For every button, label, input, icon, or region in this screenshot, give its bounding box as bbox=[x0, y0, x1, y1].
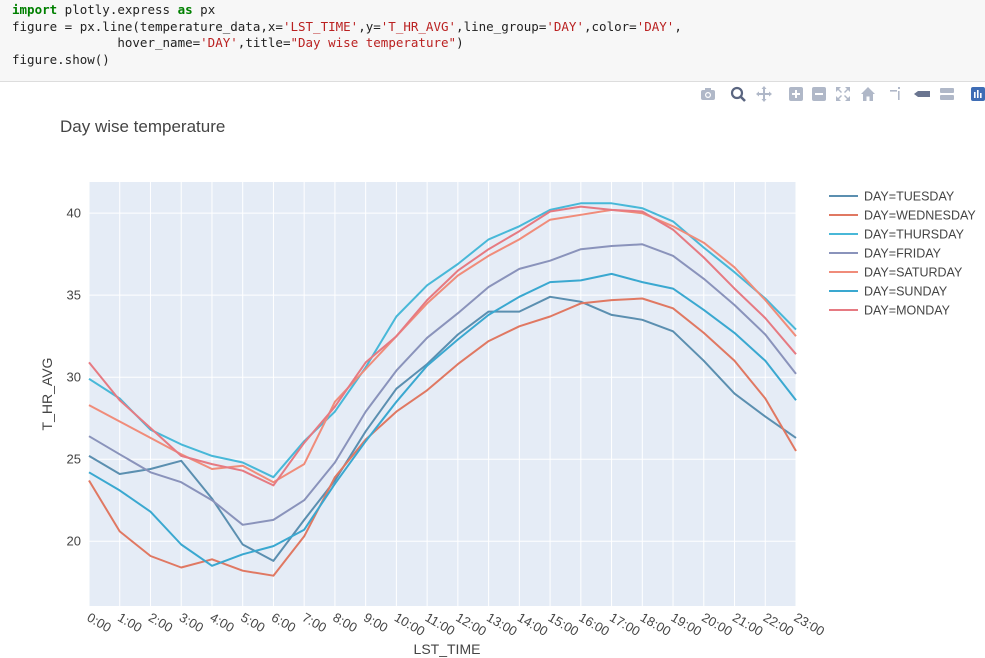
code-text: ) bbox=[456, 35, 464, 50]
x-tick-label: 1:00 bbox=[115, 610, 144, 636]
y-tick-labels: 20 25 30 35 40 bbox=[67, 206, 81, 549]
x-gridlines bbox=[88, 182, 797, 606]
legend-item[interactable]: DAY=WEDNESDAY bbox=[829, 209, 976, 223]
x-tick-label: 8:00 bbox=[330, 610, 359, 636]
code-text: , bbox=[674, 18, 682, 34]
legend-label: DAY=TUESDAY bbox=[864, 190, 955, 204]
legend-item[interactable]: DAY=SUNDAY bbox=[829, 285, 948, 299]
x-tick-label: 23:00 bbox=[792, 610, 828, 639]
code-string: 'DAY' bbox=[200, 35, 238, 50]
code-text: ,color= bbox=[584, 18, 637, 34]
legend: DAY=TUESDAY DAY=WEDNESDAY DAY=THURSDAY DAY=… bbox=[829, 190, 976, 318]
hover-closest-icon[interactable] bbox=[912, 84, 932, 104]
code-text: ,line_group= bbox=[456, 18, 547, 34]
code-line-3: hover_name='DAY',title="Day wise tempera… bbox=[12, 35, 985, 52]
code-text: hover_name= bbox=[12, 35, 201, 50]
plot-area[interactable] bbox=[89, 182, 796, 606]
x-tick-label: 17:00 bbox=[607, 610, 643, 639]
y-tick-label: 35 bbox=[67, 288, 81, 303]
code-text: figure.show() bbox=[12, 51, 110, 67]
chart-title: Day wise temperature bbox=[60, 117, 225, 136]
zoom-out-icon[interactable] bbox=[809, 84, 829, 104]
zoom-in-icon[interactable] bbox=[786, 84, 806, 104]
legend-label: DAY=WEDNESDAY bbox=[864, 209, 976, 223]
code-string: "Day wise temperature" bbox=[290, 35, 457, 50]
home-icon[interactable] bbox=[858, 84, 878, 104]
code-text: ,y= bbox=[358, 18, 381, 34]
zoom-icon[interactable] bbox=[728, 84, 748, 104]
x-tick-label: 12:00 bbox=[453, 610, 489, 639]
x-tick-label: 5:00 bbox=[238, 610, 267, 636]
plotly-logo-icon[interactable] bbox=[968, 84, 985, 104]
x-tick-label: 4:00 bbox=[207, 610, 236, 636]
series-line-saturday[interactable] bbox=[88, 208, 797, 484]
keyword-as: as bbox=[177, 2, 193, 17]
legend-label: DAY=SUNDAY bbox=[864, 285, 948, 299]
code-text: px bbox=[192, 2, 216, 17]
x-tick-label: 18:00 bbox=[638, 610, 674, 639]
legend-item[interactable]: DAY=FRIDAY bbox=[829, 247, 942, 261]
code-string: 'LST_TIME' bbox=[282, 18, 359, 34]
legend-item[interactable]: DAY=TUESDAY bbox=[829, 190, 955, 204]
code-string: 'T_HR_AVG' bbox=[380, 18, 457, 34]
pan-icon[interactable] bbox=[754, 84, 774, 104]
keyword-import: import bbox=[12, 2, 58, 17]
series-line-thursday[interactable] bbox=[88, 202, 797, 479]
x-tick-labels: 0:00 1:00 2:00 3:00 4:00 5:00 6:00 7:00 8:00 9:00… bbox=[85, 610, 828, 639]
y-tick-label: 40 bbox=[67, 206, 81, 221]
x-tick-label: 10:00 bbox=[392, 610, 428, 639]
code-string: 'DAY' bbox=[636, 18, 675, 34]
series-lines bbox=[88, 202, 797, 577]
x-tick-label: 16:00 bbox=[576, 610, 612, 639]
x-tick-label: 3:00 bbox=[177, 610, 206, 636]
legend-item[interactable]: DAY=THURSDAY bbox=[829, 228, 965, 242]
x-tick-label: 21:00 bbox=[730, 610, 766, 639]
code-line-1: import plotly.express as px bbox=[12, 2, 985, 19]
x-tick-label: 2:00 bbox=[146, 610, 175, 636]
legend-item[interactable]: DAY=MONDAY bbox=[829, 304, 951, 318]
x-tick-label: 15:00 bbox=[546, 610, 582, 639]
autoscale-icon[interactable] bbox=[833, 84, 853, 104]
legend-label: DAY=SATURDAY bbox=[864, 266, 963, 280]
y-tick-label: 20 bbox=[67, 534, 81, 549]
x-tick-label: 22:00 bbox=[761, 610, 797, 639]
x-tick-label: 13:00 bbox=[484, 610, 520, 639]
code-block[interactable]: import plotly.express as px figure = px.l… bbox=[0, 0, 985, 68]
legend-label: DAY=MONDAY bbox=[864, 304, 951, 318]
y-tick-label: 25 bbox=[67, 452, 81, 467]
code-text: ,title= bbox=[237, 35, 291, 50]
y-axis-title: T_HR_AVG bbox=[39, 358, 55, 431]
x-tick-label: 11:00 bbox=[423, 610, 458, 639]
code-text: figure = px.line(temperature_data,x= bbox=[12, 18, 283, 34]
line-chart: Day wise temperature 20 25 30 35 40 0:00 1:00… bbox=[39, 117, 976, 657]
plot-modebar bbox=[696, 84, 985, 106]
code-line-4: figure.show() bbox=[12, 52, 985, 69]
series-line-friday[interactable] bbox=[88, 243, 797, 526]
legend-label: DAY=FRIDAY bbox=[864, 247, 942, 261]
code-cell[interactable]: import plotly.express as px figure = px.l… bbox=[0, 0, 985, 82]
series-line-sunday[interactable] bbox=[88, 272, 797, 567]
camera-icon[interactable] bbox=[698, 84, 718, 104]
x-tick-label: 6:00 bbox=[269, 610, 298, 636]
y-tick-label: 30 bbox=[67, 370, 81, 385]
x-tick-label: 7:00 bbox=[300, 610, 329, 636]
code-string: 'DAY' bbox=[546, 18, 584, 34]
legend-item[interactable]: DAY=SATURDAY bbox=[829, 266, 963, 280]
spike-lines-icon[interactable] bbox=[886, 84, 906, 104]
hover-compare-icon[interactable] bbox=[936, 84, 956, 104]
x-tick-label: 19:00 bbox=[669, 610, 705, 639]
legend-label: DAY=THURSDAY bbox=[864, 228, 965, 242]
x-tick-label: 20:00 bbox=[699, 610, 735, 639]
code-text: plotly.express bbox=[57, 2, 178, 17]
code-line-2: figure = px.line(temperature_data,x='LST… bbox=[12, 19, 985, 36]
series-line-wednesday[interactable] bbox=[88, 297, 797, 577]
series-line-tuesday[interactable] bbox=[88, 295, 797, 562]
series-line-monday[interactable] bbox=[88, 205, 797, 487]
x-tick-label: 14:00 bbox=[515, 610, 551, 639]
x-tick-label: 9:00 bbox=[361, 610, 390, 636]
x-axis-title: LST_TIME bbox=[414, 641, 481, 657]
x-tick-label: 0:00 bbox=[85, 610, 114, 636]
